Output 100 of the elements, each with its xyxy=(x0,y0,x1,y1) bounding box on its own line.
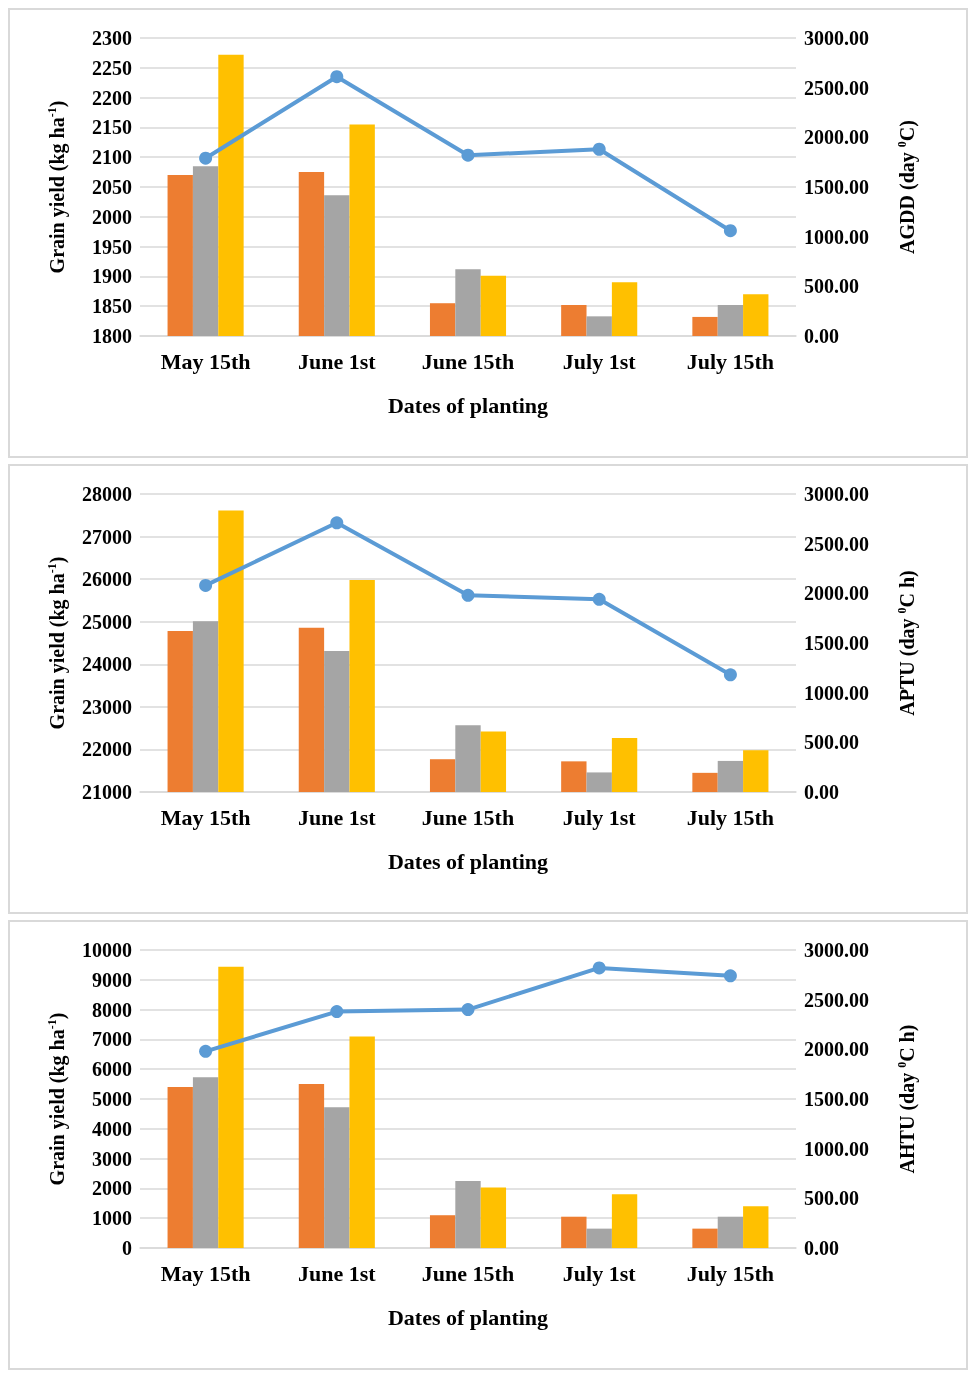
y-tick-label: 2150 xyxy=(92,116,132,139)
x-axis-title: Dates of planting xyxy=(387,392,549,418)
y2-tick-label: 3000.00 xyxy=(804,27,869,49)
y-tick-label: 4000 xyxy=(92,1117,132,1140)
y-tick-label: 1000 xyxy=(92,1207,132,1230)
bar xyxy=(298,1084,325,1248)
x-tick-label: July 1st xyxy=(562,348,637,374)
bar xyxy=(561,1216,587,1248)
point xyxy=(330,1005,344,1019)
point xyxy=(461,588,475,602)
y2-tick-label: 3000.00 xyxy=(804,483,869,505)
bar xyxy=(429,1215,456,1248)
x-tick-label: June 1st xyxy=(297,348,377,374)
point xyxy=(723,969,737,983)
bar xyxy=(480,1187,507,1248)
y2-tick-label: 0.00 xyxy=(804,325,839,347)
y-tick-label: 9000 xyxy=(92,968,132,991)
y2-tick-label: 2000.00 xyxy=(804,582,869,605)
point xyxy=(199,151,213,165)
point xyxy=(330,70,344,84)
y-tick-label: 27000 xyxy=(82,525,132,548)
y-tick-label: 2200 xyxy=(92,86,132,109)
y-tick-label: 10000 xyxy=(82,939,132,961)
x-axis-title: Dates of planting xyxy=(387,848,549,874)
y2-tick-label: 1500.00 xyxy=(804,1088,869,1110)
x-tick-label: June 15th xyxy=(421,348,515,374)
y-tick-label: 28000 xyxy=(82,483,132,505)
y-tick-label: 2300 xyxy=(92,27,132,49)
y-tick-label: 1800 xyxy=(92,325,132,347)
x-tick-label: June 1st xyxy=(297,804,377,830)
x-tick-label: July 1st xyxy=(562,804,637,830)
point xyxy=(723,224,737,238)
point xyxy=(461,1003,475,1017)
y2-axis-title: AHTU (day 0C h) xyxy=(895,1024,919,1174)
point xyxy=(592,592,606,606)
x-tick-label: June 1st xyxy=(297,1260,377,1286)
y2-tick-label: 1000.00 xyxy=(804,1137,869,1160)
y2-tick-label: 2500.00 xyxy=(804,988,869,1011)
y2-axis-title: AGDD (day 0C) xyxy=(895,120,919,254)
y-tick-label: 21000 xyxy=(82,781,132,803)
y2-tick-label: 500.00 xyxy=(804,731,859,754)
point xyxy=(592,961,606,975)
y2-tick-label: 0.00 xyxy=(804,781,839,803)
y-tick-label: 0 xyxy=(122,1237,132,1259)
y-tick-label: 25000 xyxy=(82,610,132,633)
point xyxy=(199,1044,213,1058)
y-tick-label: 2000 xyxy=(92,1177,132,1200)
x-tick-label: May 15th xyxy=(160,804,251,830)
y-tick-label: 22000 xyxy=(82,738,132,761)
bar xyxy=(611,1194,638,1248)
y2-tick-label: 1500.00 xyxy=(804,632,869,654)
y-tick-label: 3000 xyxy=(92,1147,132,1170)
y-tick-label: 24000 xyxy=(82,653,132,676)
x-tick-label: June 15th xyxy=(421,804,515,830)
y-tick-label: 1900 xyxy=(92,265,132,288)
y-tick-label: 8000 xyxy=(92,998,132,1021)
bar xyxy=(455,1180,481,1248)
point xyxy=(330,516,344,530)
x-tick-label: July 15th xyxy=(686,348,775,374)
x-tick-label: May 15th xyxy=(160,1260,251,1286)
y-axis-title: Grain yield (kg ha-1) xyxy=(45,1012,69,1186)
y-tick-label: 2050 xyxy=(92,176,132,198)
y-tick-label: 2250 xyxy=(92,56,132,79)
x-tick-label: July 15th xyxy=(686,804,775,830)
bar xyxy=(192,1077,219,1248)
point xyxy=(723,668,737,682)
x-tick-label: July 1st xyxy=(562,1260,637,1286)
x-tick-label: June 15th xyxy=(421,1260,515,1286)
bar xyxy=(324,1107,350,1248)
y2-tick-label: 500.00 xyxy=(804,275,859,298)
y-axis-title: Grain yield (kg ha-1) xyxy=(45,556,69,730)
bar xyxy=(349,1036,375,1248)
bar xyxy=(218,966,244,1248)
y2-tick-label: 2500.00 xyxy=(804,76,869,99)
y-tick-label: 1850 xyxy=(92,295,132,318)
bar xyxy=(586,1228,612,1248)
y2-tick-label: 2000.00 xyxy=(804,126,869,149)
y-tick-label: 6000 xyxy=(92,1058,132,1081)
y-tick-label: 2000 xyxy=(92,205,132,228)
y2-tick-label: 500.00 xyxy=(804,1187,859,1210)
y-tick-label: 1950 xyxy=(92,235,132,258)
y2-tick-label: 1500.00 xyxy=(804,176,869,198)
point xyxy=(461,148,475,162)
y2-tick-label: 2000.00 xyxy=(804,1038,869,1061)
y2-axis-title: APTU (day 0C h) xyxy=(895,570,919,716)
bar xyxy=(167,1087,193,1248)
y2-tick-label: 2500.00 xyxy=(804,532,869,555)
y-tick-label: 5000 xyxy=(92,1088,132,1110)
y2-tick-label: 1000.00 xyxy=(804,225,869,248)
y2-tick-label: 1000.00 xyxy=(804,681,869,704)
y-tick-label: 26000 xyxy=(82,568,132,591)
y2-tick-label: 0.00 xyxy=(804,1237,839,1259)
y-axis-title: Grain yield (kg ha-1) xyxy=(45,100,69,274)
y-tick-label: 2100 xyxy=(92,146,132,169)
point xyxy=(199,578,213,592)
y-tick-label: 7000 xyxy=(92,1028,132,1051)
bar xyxy=(743,1206,769,1248)
bar xyxy=(717,1216,744,1248)
x-tick-label: July 15th xyxy=(686,1260,775,1286)
x-tick-label: May 15th xyxy=(160,348,251,374)
